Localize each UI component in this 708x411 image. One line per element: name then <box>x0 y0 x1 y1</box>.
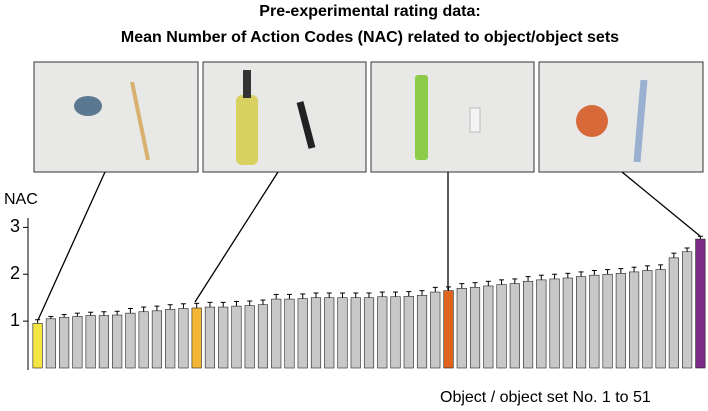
bar <box>85 315 96 369</box>
photo-frame <box>370 61 535 173</box>
bar <box>257 304 269 369</box>
bar <box>218 306 229 369</box>
bar <box>324 297 335 369</box>
bar <box>337 297 348 369</box>
bar <box>310 297 322 369</box>
bar <box>695 238 706 369</box>
bar <box>165 309 176 369</box>
bar <box>363 297 375 369</box>
photo-frame <box>202 61 367 173</box>
photo-object <box>74 96 102 116</box>
photo-object <box>130 81 150 161</box>
connector <box>194 171 279 303</box>
bar <box>522 280 534 369</box>
bar <box>642 270 653 369</box>
bar <box>112 314 123 369</box>
bar <box>403 295 414 369</box>
bar <box>244 305 255 369</box>
bar <box>469 287 481 369</box>
bar <box>629 271 640 369</box>
bar <box>98 315 109 369</box>
bar <box>72 316 83 369</box>
bar <box>45 318 56 369</box>
bar <box>271 298 282 369</box>
bar <box>655 269 666 369</box>
photo-object <box>576 105 608 137</box>
photo-object <box>296 101 316 149</box>
bar <box>602 273 613 369</box>
bar <box>549 278 560 369</box>
photo-frame <box>538 61 704 173</box>
bar <box>204 306 216 369</box>
bar <box>562 277 573 369</box>
y-tick-label: 2 <box>10 263 20 283</box>
photo-object <box>469 107 481 133</box>
connector-lines <box>37 171 701 321</box>
photo-object <box>633 79 648 163</box>
bar <box>682 251 693 369</box>
photos <box>33 61 704 173</box>
bar <box>231 305 242 369</box>
photo-frame <box>33 61 199 173</box>
y-tick-label: 1 <box>10 310 20 330</box>
bar <box>390 296 401 369</box>
chart-title: Pre-experimental rating data: <box>259 3 480 20</box>
bar <box>151 310 162 369</box>
bar <box>483 285 494 369</box>
bar <box>178 308 189 369</box>
chart-subtitle: Mean Number of Action Codes (NAC) relate… <box>121 29 619 46</box>
bar <box>443 290 454 369</box>
bar <box>377 296 388 369</box>
photo-object <box>236 95 258 165</box>
photo-object <box>415 75 428 160</box>
bar <box>668 257 679 369</box>
bar <box>59 317 70 369</box>
bar <box>430 291 441 369</box>
connector <box>37 171 106 321</box>
bar <box>615 273 626 369</box>
bar <box>350 297 361 369</box>
y-axis-label: NAC <box>4 191 38 208</box>
connector <box>621 171 701 237</box>
bar <box>297 298 308 369</box>
bar <box>32 323 43 369</box>
bar <box>284 298 295 369</box>
y-tick-label: 3 <box>10 216 20 236</box>
bar <box>496 284 507 369</box>
bar <box>509 283 520 369</box>
bar <box>576 276 587 369</box>
x-axis-label: Object / object set No. 1 to 51 <box>440 389 651 406</box>
bar <box>125 312 136 369</box>
bar <box>416 295 428 369</box>
bar <box>138 311 149 369</box>
bar <box>191 307 202 369</box>
bar <box>456 288 467 369</box>
photo-object <box>243 70 251 98</box>
bar <box>589 274 600 369</box>
bar <box>536 279 547 369</box>
